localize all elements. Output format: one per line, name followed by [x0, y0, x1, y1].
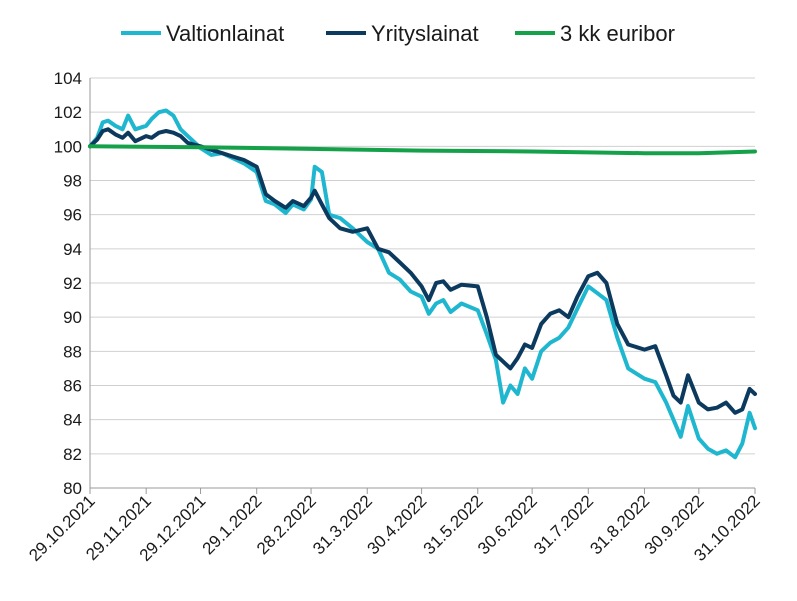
y-tick-label: 86: [63, 377, 82, 396]
x-axis: 29.10.202129.11.202129.12.202129.1.20222…: [25, 487, 764, 565]
series-line-2: [88, 127, 757, 415]
x-tick-label: 30.4.2022: [364, 491, 431, 558]
series-line-1: [88, 108, 757, 460]
x-tick-label: 30.6.2022: [474, 491, 541, 558]
y-tick-label: 82: [63, 445, 82, 464]
y-tick-label: 102: [54, 103, 82, 122]
y-tick-label: 88: [63, 342, 82, 361]
legend-label: Yrityslainat: [371, 21, 479, 46]
series-line-3: [88, 144, 757, 156]
y-axis: 80 82 84 86 88 90 92 94 96 98 100 102 104: [54, 69, 91, 498]
series-lines: [88, 108, 757, 460]
y-tick-label: 94: [63, 240, 82, 259]
y-tick-label: 100: [54, 137, 82, 156]
y-tick-label: 84: [63, 411, 82, 430]
y-tick-label: 104: [54, 69, 82, 88]
y-tick-label: 98: [63, 172, 82, 191]
legend-label: Valtionlainat: [166, 21, 284, 46]
y-tick-label: 96: [63, 206, 82, 225]
y-tick-label: 92: [63, 274, 82, 293]
y-tick-label: 90: [63, 308, 82, 327]
x-tick-label: 28.2.2022: [253, 491, 320, 558]
gridlines: [90, 77, 755, 455]
legend-label: 3 kk euribor: [560, 21, 675, 46]
y-tick-label: 80: [63, 479, 82, 498]
x-tick-label: 31.7.2022: [530, 491, 597, 558]
legend: Valtionlainat Yrityslainat 3 kk euribor: [121, 21, 675, 46]
